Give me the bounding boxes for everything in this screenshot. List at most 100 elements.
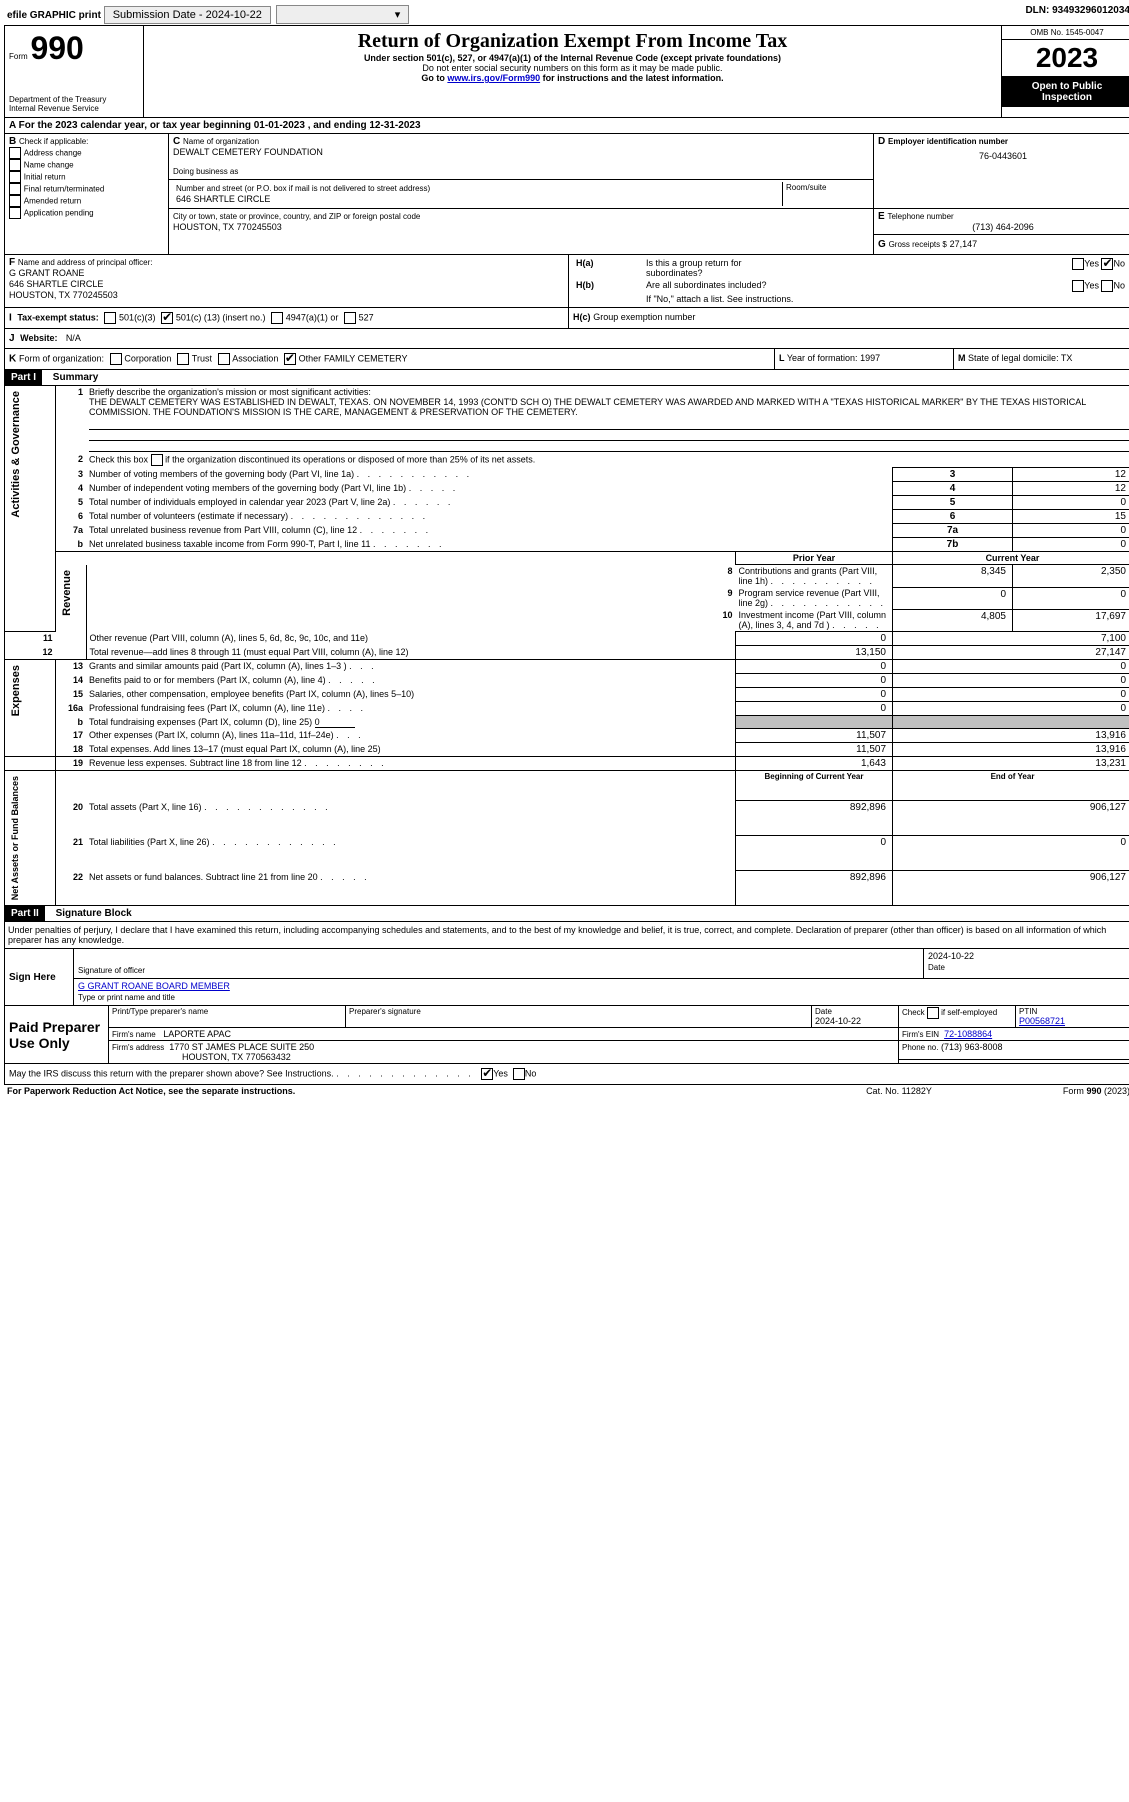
other-org-text: FAMILY CEMETERY xyxy=(324,354,408,364)
other-checkbox[interactable] xyxy=(284,353,296,365)
boy-header: Beginning of Current Year xyxy=(736,771,893,801)
omb-label: OMB No. xyxy=(1030,28,1063,37)
line18-prior: 11,507 xyxy=(736,743,893,757)
line16b-prior-shaded xyxy=(736,716,893,729)
527-checkbox[interactable] xyxy=(344,312,356,324)
open-public: Open to Public xyxy=(1032,81,1103,92)
line10-curr: 17,697 xyxy=(1013,609,1129,632)
line9-curr: 0 xyxy=(1013,587,1129,609)
ssn-warning: Do not enter social security numbers on … xyxy=(148,63,997,73)
initial-return-checkbox[interactable] xyxy=(9,171,21,183)
ein-label: Employer identification number xyxy=(888,137,1008,146)
4947-checkbox[interactable] xyxy=(271,312,283,324)
governance-side-label: Activities & Governance xyxy=(8,387,24,522)
discuss-yes-checkbox[interactable] xyxy=(481,1068,493,1080)
discuss-row: May the IRS discuss this return with the… xyxy=(4,1064,1129,1085)
footer-form-number: 990 xyxy=(1086,1086,1101,1096)
dba-label: Doing business as xyxy=(173,167,238,176)
line17-prior: 11,507 xyxy=(736,729,893,743)
expenses-side-label: Expenses xyxy=(8,661,24,720)
dept-irs: Internal Revenue Service xyxy=(9,104,139,113)
subordinates-yes-checkbox[interactable] xyxy=(1072,280,1084,292)
line16b-curr-shaded xyxy=(893,716,1129,729)
paperwork-notice: For Paperwork Reduction Act Notice, see … xyxy=(4,1085,821,1097)
line12-prior: 13,150 xyxy=(736,646,893,660)
footer-row: For Paperwork Reduction Act Notice, see … xyxy=(4,1085,1129,1097)
ptin-value[interactable]: P00568721 xyxy=(1019,1016,1065,1026)
paid-preparer-block: Paid Preparer Use Only Print/Type prepar… xyxy=(4,1006,1129,1064)
dropdown-button[interactable]: ▾ xyxy=(276,5,410,24)
final-return-checkbox[interactable] xyxy=(9,183,21,195)
line22-prior: 892,896 xyxy=(736,871,893,906)
line14-prior: 0 xyxy=(736,674,893,688)
form-subtitle: Under section 501(c), 527, or 4947(a)(1)… xyxy=(148,53,997,63)
line15-prior: 0 xyxy=(736,688,893,702)
name-change-checkbox[interactable] xyxy=(9,159,21,171)
netassets-side-label: Net Assets or Fund Balances xyxy=(8,772,22,904)
firm-addr1: 1770 ST JAMES PLACE SUITE 250 xyxy=(169,1042,314,1052)
sign-here-label: Sign Here xyxy=(5,949,74,1006)
group-return-no-checkbox[interactable] xyxy=(1101,258,1113,270)
prep-date: 2024-10-22 xyxy=(815,1016,861,1026)
501c-insert-num: 13 xyxy=(207,313,217,323)
state-domicile: TX xyxy=(1061,353,1073,363)
submission-date-button[interactable]: Submission Date - 2024-10-22 xyxy=(104,6,271,24)
line20-curr: 906,127 xyxy=(893,801,1129,836)
eoy-header: End of Year xyxy=(893,771,1129,801)
line-a: A For the 2023 calendar year, or tax yea… xyxy=(4,118,1129,134)
subordinates-no-checkbox[interactable] xyxy=(1101,280,1113,292)
line12-curr: 27,147 xyxy=(893,646,1129,660)
501c3-checkbox[interactable] xyxy=(104,312,116,324)
form-word: Form xyxy=(9,52,28,61)
group-return-yes-checkbox[interactable] xyxy=(1072,258,1084,270)
year-formation: 1997 xyxy=(860,353,880,363)
group-exemption-label: Group exemption number xyxy=(593,312,695,322)
form-title: Return of Organization Exempt From Incom… xyxy=(148,30,997,53)
self-employed-checkbox[interactable] xyxy=(927,1007,939,1019)
trust-checkbox[interactable] xyxy=(177,353,189,365)
sign-here-block: Sign Here Signature of officer 2024-10-2… xyxy=(4,949,1129,1006)
line7b-val: 0 xyxy=(1013,538,1129,552)
line4-val: 12 xyxy=(1013,482,1129,496)
part1-table: Activities & Governance 1 Briefly descri… xyxy=(4,386,1129,906)
inspection: Inspection xyxy=(1042,92,1092,103)
part2-label: Part II xyxy=(5,906,45,921)
current-year-header: Current Year xyxy=(893,552,1129,565)
dept-treasury: Department of the Treasury xyxy=(9,95,139,104)
line8-prior: 8,345 xyxy=(893,565,1013,588)
address-change-checkbox[interactable] xyxy=(9,147,21,159)
line13-curr: 0 xyxy=(893,660,1129,674)
website-row: J Website: N/A xyxy=(4,329,1129,349)
discontinued-checkbox[interactable] xyxy=(151,454,163,466)
line22-curr: 906,127 xyxy=(893,871,1129,906)
firm-ein[interactable]: 72-1088864 xyxy=(944,1029,992,1039)
line16b-val: 0 xyxy=(315,717,355,728)
application-pending-checkbox[interactable] xyxy=(9,207,21,219)
tax-exempt-block: I Tax-exempt status: 501(c)(3) 501(c) (1… xyxy=(4,308,1129,329)
cat-no: Cat. No. 11282Y xyxy=(821,1085,977,1097)
line7a-val: 0 xyxy=(1013,524,1129,538)
amended-return-checkbox[interactable] xyxy=(9,195,21,207)
corporation-checkbox[interactable] xyxy=(110,353,122,365)
sig-officer-label: Signature of officer xyxy=(78,966,145,975)
mission-text: THE DEWALT CEMETERY WAS ESTABLISHED IN D… xyxy=(89,397,1086,417)
topbar: efile GRAPHIC print Submission Date - 20… xyxy=(4,4,1129,25)
line5-val: 0 xyxy=(1013,496,1129,510)
city-state-zip: HOUSTON, TX 770245503 xyxy=(173,222,282,232)
discuss-no-checkbox[interactable] xyxy=(513,1068,525,1080)
street-address: 646 SHARTLE CIRCLE xyxy=(176,194,270,204)
instructions-link[interactable]: www.irs.gov/Form990 xyxy=(447,73,540,83)
officer-printed-name[interactable]: G GRANT ROANE BOARD MEMBER xyxy=(78,981,230,991)
preparer-phone: (713) 963-8008 xyxy=(941,1042,1003,1052)
officer-addr1: 646 SHARTLE CIRCLE xyxy=(9,279,103,289)
tax-year: 2023 xyxy=(1002,40,1129,77)
part2-title: Signature Block xyxy=(48,908,132,919)
line17-curr: 13,916 xyxy=(893,729,1129,743)
association-checkbox[interactable] xyxy=(218,353,230,365)
ein: 76-0443601 xyxy=(878,151,1128,161)
line9-prior: 0 xyxy=(893,587,1013,609)
line18-curr: 13,916 xyxy=(893,743,1129,757)
501c-checkbox[interactable] xyxy=(161,312,173,324)
prior-year-header: Prior Year xyxy=(736,552,893,565)
firm-addr2: HOUSTON, TX 770563432 xyxy=(112,1052,291,1062)
